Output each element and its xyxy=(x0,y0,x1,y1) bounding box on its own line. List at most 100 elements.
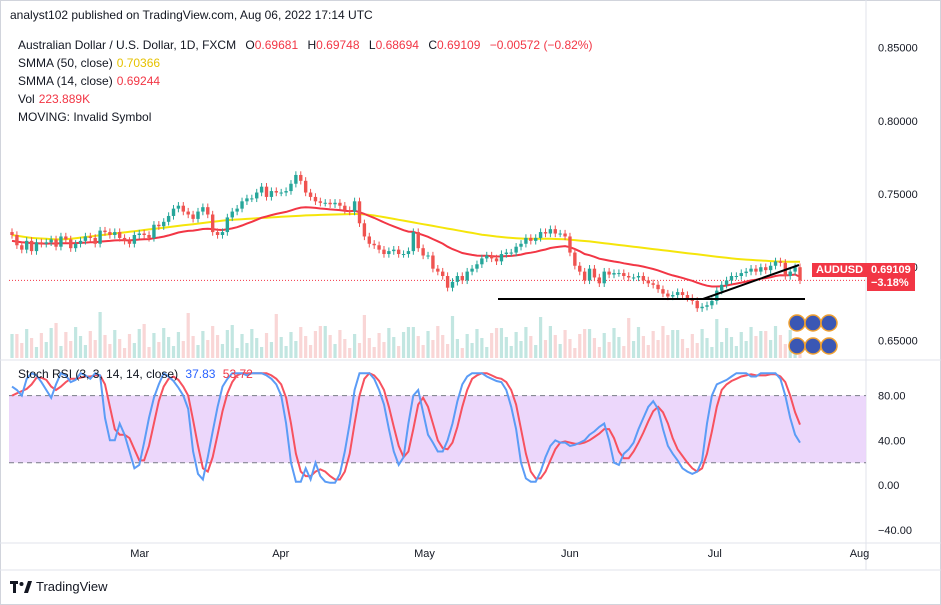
footer: TradingView xyxy=(10,579,108,594)
volume-bar xyxy=(509,346,513,358)
volume-bar xyxy=(499,328,504,358)
sma14-value: 0.69244 xyxy=(116,74,161,88)
volume-bar xyxy=(44,342,48,358)
volume-bar xyxy=(705,338,709,358)
volume-bar xyxy=(54,323,58,358)
candle-body xyxy=(108,232,112,235)
candle-body xyxy=(475,264,479,269)
legend-vol-row[interactable]: Vol 223.889K xyxy=(18,90,592,108)
price-tag-symbol: AUDUSD xyxy=(816,264,864,276)
volume-bar xyxy=(710,347,714,358)
candle-body xyxy=(352,201,357,212)
volume-bar xyxy=(720,342,724,358)
volume-bar xyxy=(524,327,528,358)
candle-body xyxy=(142,233,146,235)
candle-body xyxy=(382,249,386,255)
volume-bar xyxy=(441,335,445,358)
candle-body xyxy=(626,276,631,278)
volume-bar xyxy=(568,339,572,358)
volume-bar xyxy=(127,334,132,358)
candle-body xyxy=(534,237,538,241)
candle-body xyxy=(137,233,141,235)
legend-sma50-row[interactable]: SMMA (50, close) 0.70366 xyxy=(18,54,592,72)
volume-bar xyxy=(431,340,435,358)
candle-body xyxy=(441,271,445,276)
volume-bar xyxy=(49,328,53,358)
candle-body xyxy=(367,236,371,244)
volume-bar xyxy=(578,334,582,358)
candle-body xyxy=(455,276,460,282)
candle-body xyxy=(465,271,469,281)
candle-body xyxy=(700,306,704,309)
candle-body xyxy=(343,205,347,211)
candle-body xyxy=(127,240,132,244)
stoch-tick-label: −40.00 xyxy=(878,525,912,537)
candle-body xyxy=(10,232,14,235)
candle-body xyxy=(318,201,323,203)
volume-bar xyxy=(269,342,274,358)
volume-bar xyxy=(587,329,592,358)
candle-body xyxy=(269,191,274,197)
volume-bar xyxy=(250,329,254,358)
candle-body xyxy=(88,236,93,238)
volume-bar xyxy=(411,327,415,358)
volume-bar xyxy=(255,338,259,358)
candle-body xyxy=(636,276,641,278)
candle-body xyxy=(338,202,342,206)
volume-bar xyxy=(641,336,645,358)
volume-bar xyxy=(132,343,136,358)
stoch-tick-label: 40.00 xyxy=(878,435,906,447)
legend-sma14-row[interactable]: SMMA (14, close) 0.69244 xyxy=(18,72,592,90)
volume-bar xyxy=(622,346,626,358)
legend-symbol-row[interactable]: Australian Dollar / U.S. Dollar, 1D, FXC… xyxy=(18,36,592,54)
volume-bar xyxy=(421,345,425,358)
candle-body xyxy=(39,242,44,244)
volume-bar xyxy=(773,326,778,358)
volume-bar xyxy=(108,344,112,358)
candle-body xyxy=(323,202,327,204)
volume-bar xyxy=(323,326,327,358)
candle-body xyxy=(587,268,592,281)
volume-bar xyxy=(553,335,557,358)
candle-body xyxy=(20,245,24,250)
candle-body xyxy=(372,243,376,246)
volume-bar xyxy=(343,339,347,358)
candle-body xyxy=(744,271,748,274)
candle-body xyxy=(103,230,107,233)
volume-bar xyxy=(778,335,783,358)
volume-bar xyxy=(15,334,19,358)
legend-moving-row[interactable]: MOVING: Invalid Symbol xyxy=(18,108,592,126)
volume-bar xyxy=(142,324,146,358)
time-tick-label: Mar xyxy=(130,548,149,560)
volume-bar xyxy=(656,340,660,358)
candle-body xyxy=(132,235,137,244)
volume-bar xyxy=(759,331,763,358)
currency-flag-icon xyxy=(820,314,838,332)
volume-bar xyxy=(348,348,352,358)
volume-bar xyxy=(519,341,523,358)
candle-body xyxy=(328,202,332,205)
candle-body xyxy=(729,276,734,281)
volume-bar xyxy=(137,329,141,358)
stoch-legend[interactable]: Stoch RSI (3, 3, 14, 14, close) 37.83 53… xyxy=(18,367,253,381)
candle-body xyxy=(504,252,509,255)
volume-bar xyxy=(465,334,469,358)
volume-bar xyxy=(171,346,176,358)
candle-body xyxy=(308,192,313,197)
volume-bar xyxy=(764,331,768,358)
volume-bar xyxy=(196,345,200,358)
volume-bar xyxy=(729,337,734,358)
volume-bar xyxy=(597,347,601,358)
stoch-line xyxy=(11,371,801,481)
candle-body xyxy=(299,174,303,181)
candle-body xyxy=(568,236,572,253)
candle-body xyxy=(764,267,768,271)
volume-bar xyxy=(416,336,420,358)
volume-bar xyxy=(455,339,459,358)
candle-body xyxy=(548,229,553,234)
rising-trendline xyxy=(702,264,800,300)
volume-bar xyxy=(617,337,621,358)
volume-bar xyxy=(446,344,450,358)
volume-bar xyxy=(118,339,122,358)
candle-body xyxy=(426,255,430,257)
